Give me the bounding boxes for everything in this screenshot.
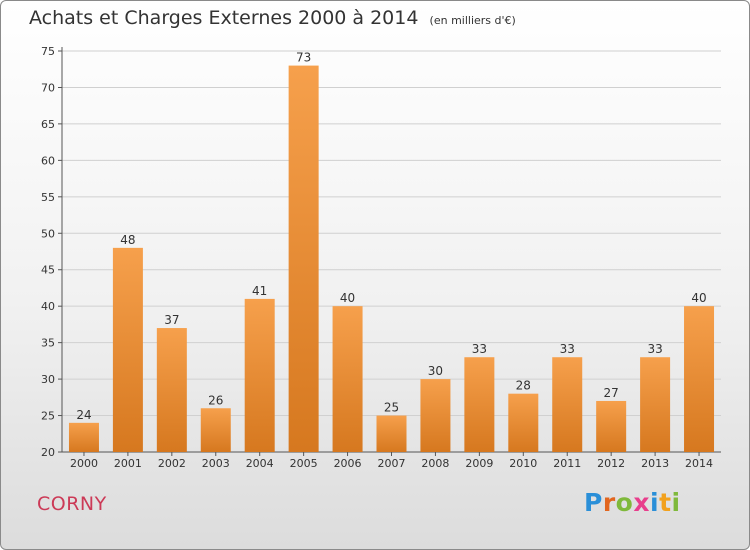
y-tick-label: 45	[41, 264, 55, 277]
y-tick-label: 70	[41, 81, 55, 94]
x-tick-label: 2014	[685, 457, 713, 470]
x-tick-label: 2012	[597, 457, 625, 470]
y-tick-label: 60	[41, 154, 55, 167]
x-tick-labels: 2000 2001 2002 2003 2004 2005 2006 2007 2008 2009…	[70, 457, 713, 470]
bar	[508, 393, 539, 452]
data-label: 41	[252, 284, 267, 298]
bar	[596, 400, 627, 452]
logo-letter: i	[650, 488, 660, 517]
x-tick-label: 2002	[158, 457, 186, 470]
x-tick-label: 2005	[290, 457, 318, 470]
bar	[244, 298, 275, 452]
x-tick-label: 2004	[246, 457, 274, 470]
logo-letter: P	[584, 488, 603, 517]
logo-letter: r	[602, 488, 616, 517]
bar	[200, 408, 231, 452]
chart-title: Achats et Charges Externes 2000 à 2014	[29, 7, 419, 29]
data-label: 24	[76, 408, 91, 422]
y-tick-label: 55	[41, 191, 55, 204]
logo-letter: i	[671, 488, 681, 517]
chart-unit: (en milliers d'€)	[429, 14, 516, 27]
chart-title-block: Achats et Charges Externes 2000 à 2014 (…	[29, 7, 516, 29]
data-label: 33	[560, 342, 575, 356]
data-label: 28	[516, 379, 531, 393]
data-label: 27	[604, 386, 619, 400]
y-tick-label: 50	[41, 227, 55, 240]
data-labels: 24 48 37 26 41 73 40 25 30 33 28 33 27 33 40	[76, 51, 706, 422]
x-tick-label: 2013	[641, 457, 669, 470]
y-tick-label: 75	[41, 45, 55, 58]
logo-letter: x	[633, 488, 650, 517]
bar	[68, 422, 99, 452]
x-tick-label: 2011	[553, 457, 581, 470]
y-tick-label: 30	[41, 373, 55, 386]
bars	[68, 65, 715, 452]
bar	[464, 357, 495, 452]
x-tick-label: 2000	[70, 457, 98, 470]
data-label: 30	[428, 364, 443, 378]
data-label: 40	[340, 291, 355, 305]
bar	[112, 247, 143, 452]
y-tick-label: 25	[41, 410, 55, 423]
x-tick-label: 2006	[334, 457, 362, 470]
data-label: 33	[647, 342, 662, 356]
bar	[156, 328, 187, 452]
bar	[288, 65, 319, 452]
x-tick-label: 2001	[114, 457, 142, 470]
x-tick-label: 2009	[465, 457, 493, 470]
data-label: 40	[691, 291, 706, 305]
commune-name: CORNY	[37, 493, 107, 515]
bar	[332, 306, 363, 452]
y-tick-label: 20	[41, 446, 55, 459]
y-tick-labels: 20 25 30 35 40 45 50 55 60 65 70 75	[41, 45, 55, 459]
bar	[552, 357, 583, 452]
data-label: 25	[384, 401, 399, 415]
data-label: 33	[472, 342, 487, 356]
y-tick-label: 35	[41, 337, 55, 350]
x-tick-label: 2008	[421, 457, 449, 470]
x-tick-label: 2003	[202, 457, 230, 470]
logo-letter: o	[615, 488, 634, 517]
data-label: 26	[208, 393, 223, 407]
bar	[420, 379, 451, 452]
data-label: 73	[296, 51, 311, 65]
bar	[376, 415, 407, 452]
y-tick-label: 40	[41, 300, 55, 313]
x-tick-label: 2010	[509, 457, 537, 470]
data-label: 37	[164, 313, 179, 327]
bar	[684, 306, 715, 452]
data-label: 48	[120, 233, 135, 247]
x-tick-label: 2007	[378, 457, 406, 470]
logo-letter: t	[659, 488, 672, 517]
y-tick-label: 65	[41, 118, 55, 131]
proxiti-logo: Proxiti	[584, 488, 681, 517]
bar	[640, 357, 671, 452]
